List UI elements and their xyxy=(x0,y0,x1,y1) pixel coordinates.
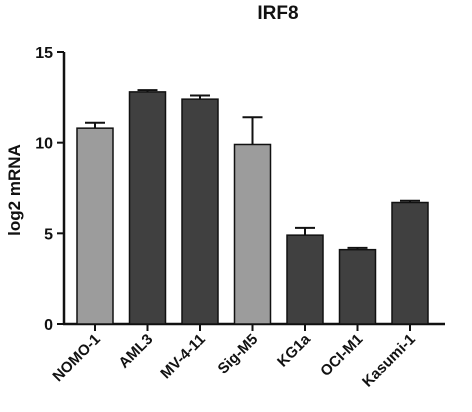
plot-area: 0 5 10 15 NOMO-1 AML3 MV-4-11 Sig-M5 KG1a OCI-M1K… xyxy=(35,45,445,391)
x-tick-label: MV-4-11 xyxy=(157,331,209,383)
y-tick-label: 10 xyxy=(35,136,53,153)
y-axis-label: log2 mRNA xyxy=(5,144,24,236)
bar xyxy=(76,127,114,325)
bar xyxy=(338,248,377,325)
x-tick-label: KG1a xyxy=(274,330,314,370)
bar xyxy=(233,143,272,325)
bar xyxy=(181,98,219,325)
chart-title: IRF8 xyxy=(257,3,298,24)
x-tick-label: Sig-M5 xyxy=(215,331,262,378)
x-tick-label: OCI-M1 xyxy=(317,331,366,380)
y-tick-label: 0 xyxy=(44,317,53,334)
bar xyxy=(128,91,167,325)
x-tick-label: AML3 xyxy=(115,331,156,372)
bar xyxy=(391,201,429,325)
bar xyxy=(286,234,324,325)
x-tick-label: NOMO-1 xyxy=(49,331,103,385)
x-tick-label: Kasumi-1 xyxy=(359,331,419,391)
y-tick-label: 5 xyxy=(44,226,53,243)
y-tick-label: 15 xyxy=(35,45,53,62)
